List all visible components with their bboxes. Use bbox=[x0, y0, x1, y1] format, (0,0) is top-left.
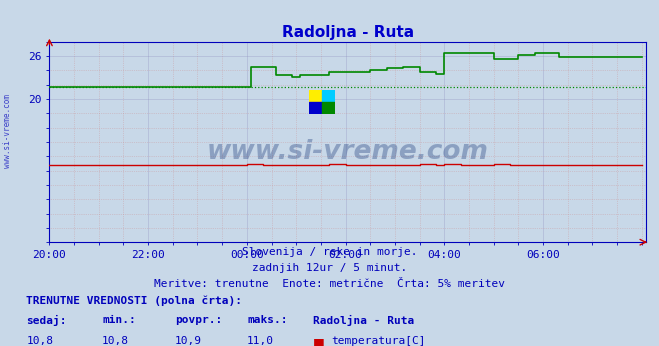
Text: min.:: min.: bbox=[102, 315, 136, 325]
Text: povpr.:: povpr.: bbox=[175, 315, 222, 325]
Text: 11,0: 11,0 bbox=[247, 336, 274, 346]
Text: Radoljna - Ruta: Radoljna - Ruta bbox=[313, 315, 415, 326]
Polygon shape bbox=[322, 102, 335, 115]
Text: sedaj:: sedaj: bbox=[26, 315, 67, 326]
Title: Radoljna - Ruta: Radoljna - Ruta bbox=[281, 25, 414, 40]
Text: www.si-vreme.com: www.si-vreme.com bbox=[207, 139, 488, 165]
Text: maks.:: maks.: bbox=[247, 315, 287, 325]
Text: Meritve: trenutne  Enote: metrične  Črta: 5% meritev: Meritve: trenutne Enote: metrične Črta: … bbox=[154, 279, 505, 289]
Text: 10,8: 10,8 bbox=[102, 336, 129, 346]
Text: 10,9: 10,9 bbox=[175, 336, 202, 346]
Polygon shape bbox=[309, 102, 322, 115]
Text: TRENUTNE VREDNOSTI (polna črta):: TRENUTNE VREDNOSTI (polna črta): bbox=[26, 296, 243, 306]
Polygon shape bbox=[322, 90, 335, 102]
Text: Slovenija / reke in morje.: Slovenija / reke in morje. bbox=[242, 247, 417, 257]
Text: ■: ■ bbox=[313, 336, 325, 346]
Text: zadnjih 12ur / 5 minut.: zadnjih 12ur / 5 minut. bbox=[252, 263, 407, 273]
Text: temperatura[C]: temperatura[C] bbox=[331, 336, 426, 346]
Text: 10,8: 10,8 bbox=[26, 336, 53, 346]
Polygon shape bbox=[309, 90, 322, 102]
Text: www.si-vreme.com: www.si-vreme.com bbox=[3, 94, 13, 169]
